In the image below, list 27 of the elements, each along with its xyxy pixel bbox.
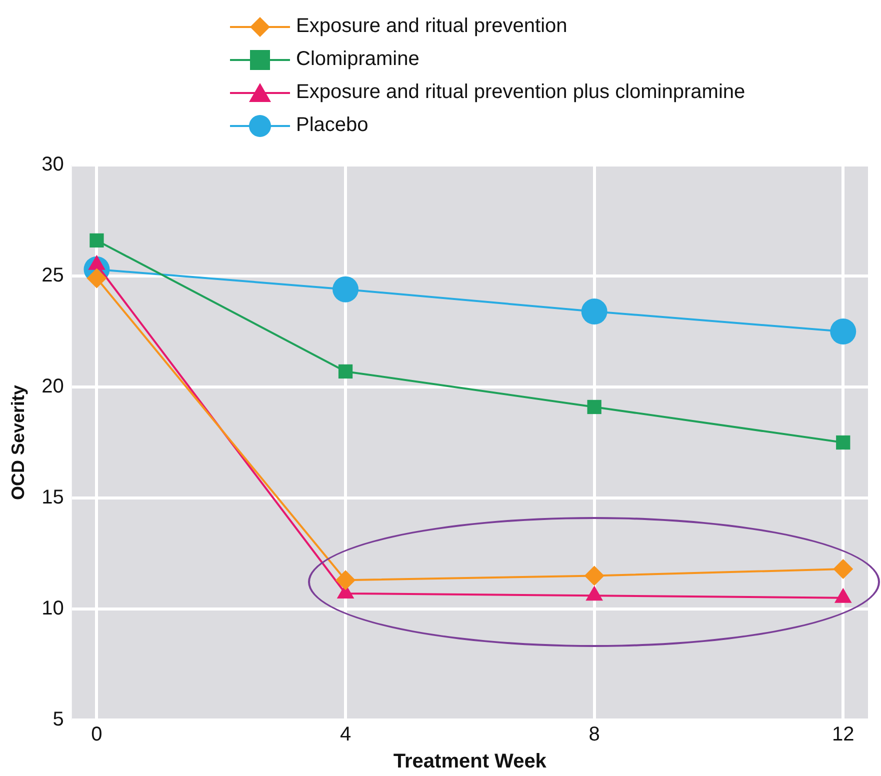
point xyxy=(90,233,104,248)
legend-label: Placebo xyxy=(296,114,368,137)
x-axis-title: Treatment Week xyxy=(393,750,548,773)
legend-label: Exposure and ritual prevention plus clominpramine xyxy=(296,81,746,104)
y-tick-label: 15 xyxy=(42,486,64,509)
point xyxy=(584,566,604,586)
x-tick-label: 0 xyxy=(91,724,102,746)
point xyxy=(86,268,107,288)
y-tick-label: 25 xyxy=(42,264,64,287)
legend-label: Clomipramine xyxy=(296,48,420,71)
point xyxy=(332,276,359,302)
y-tick-label: 10 xyxy=(42,598,64,620)
y-tick-label: 5 xyxy=(52,708,64,731)
y-tick-label: 20 xyxy=(42,376,64,398)
x-tick-label: 8 xyxy=(588,724,600,746)
point xyxy=(336,570,356,590)
point xyxy=(836,435,850,450)
point xyxy=(338,364,353,379)
y-axis-title: OCD Severity xyxy=(8,384,28,500)
point xyxy=(581,298,608,325)
legend-label: Exposure and ritual prevention xyxy=(296,15,568,38)
x-tick-label: 12 xyxy=(832,724,854,746)
point xyxy=(830,318,856,344)
y-tick-label: 30 xyxy=(42,154,64,176)
point xyxy=(587,400,602,414)
point xyxy=(833,559,854,580)
x-tick-label: 4 xyxy=(340,724,352,746)
